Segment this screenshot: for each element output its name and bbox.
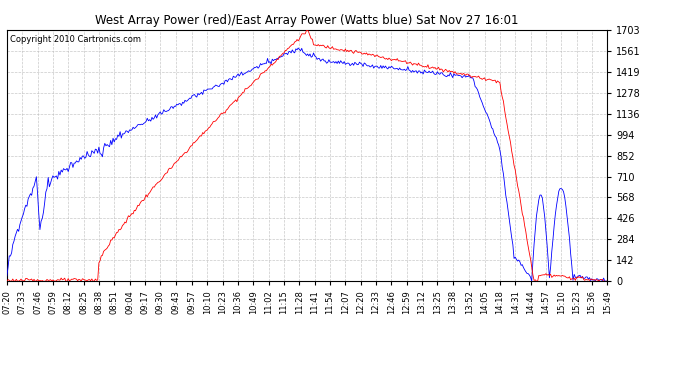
Title: West Array Power (red)/East Array Power (Watts blue) Sat Nov 27 16:01: West Array Power (red)/East Array Power … bbox=[95, 15, 519, 27]
Text: Copyright 2010 Cartronics.com: Copyright 2010 Cartronics.com bbox=[10, 35, 141, 44]
